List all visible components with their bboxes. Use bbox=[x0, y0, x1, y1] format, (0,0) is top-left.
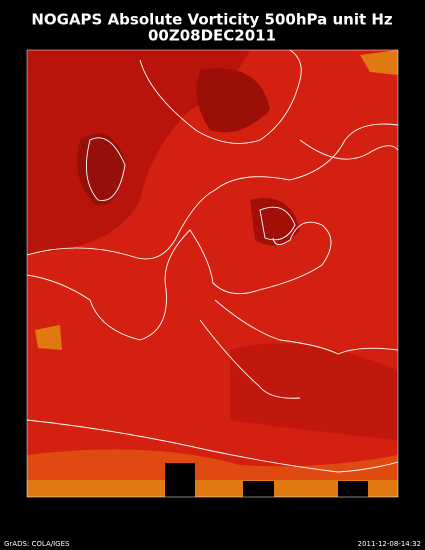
contour-line bbox=[214, 299, 398, 355]
footer-right: 2011-12-08-14:32 bbox=[358, 540, 421, 548]
field-low bbox=[27, 480, 398, 497]
contour-line bbox=[299, 139, 398, 160]
field-high bbox=[77, 133, 125, 206]
missing-data bbox=[338, 481, 368, 497]
field-high bbox=[250, 198, 300, 246]
contour-line bbox=[27, 123, 398, 260]
map bbox=[26, 49, 399, 498]
footer-left: GrADS: COLA/IGES bbox=[4, 540, 70, 548]
subtitle: 00Z08DEC2011 bbox=[148, 27, 276, 45]
field-high bbox=[27, 50, 250, 255]
contour-line bbox=[139, 50, 302, 144]
field-high bbox=[230, 343, 398, 440]
contour-line bbox=[27, 419, 398, 473]
contour-line bbox=[259, 206, 296, 241]
contour-line bbox=[85, 137, 126, 201]
field-high bbox=[196, 68, 270, 133]
map-frame bbox=[26, 49, 399, 498]
field-low bbox=[360, 50, 398, 75]
missing-data bbox=[165, 463, 195, 497]
contour-line bbox=[27, 221, 332, 341]
field-low bbox=[35, 325, 62, 350]
contour-line bbox=[199, 319, 301, 399]
missing-data bbox=[243, 481, 274, 497]
title: NOGAPS Absolute Vorticity 500hPa unit Hz bbox=[31, 11, 393, 29]
